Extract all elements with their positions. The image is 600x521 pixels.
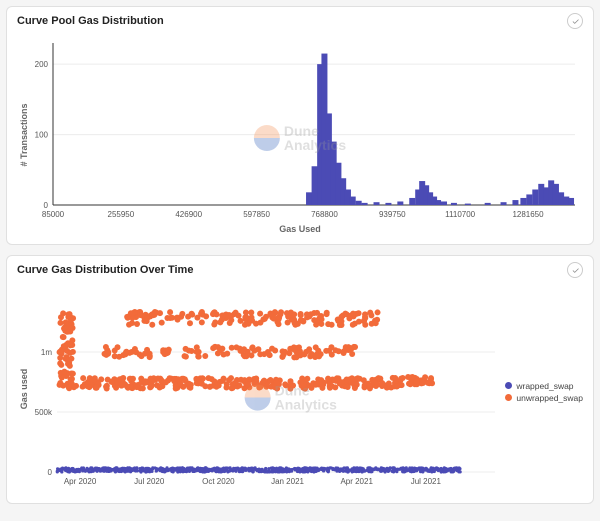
- svg-text:Gas used: Gas used: [19, 369, 29, 410]
- chart-title: Curve Gas Distribution Over Time: [17, 264, 193, 276]
- legend-dot-icon: [505, 382, 512, 389]
- refresh-button[interactable]: [567, 262, 583, 278]
- scatter-svg: 0 500k 1m Apr 2020 Jul 2020 Oct 2020 Jan 2021 A…: [15, 284, 585, 494]
- histogram-panel: Curve Pool Gas Distribution Dune Analyti…: [6, 6, 594, 245]
- legend-item-unwrapped[interactable]: unwrapped_swap: [505, 393, 583, 403]
- svg-text:Jul 2020: Jul 2020: [134, 477, 165, 486]
- svg-text:Apr 2020: Apr 2020: [64, 477, 97, 486]
- svg-text:597850: 597850: [243, 210, 270, 219]
- svg-text:100: 100: [35, 131, 49, 140]
- legend-item-wrapped[interactable]: wrapped_swap: [505, 381, 583, 391]
- legend-label: unwrapped_swap: [516, 393, 583, 403]
- svg-text:939750: 939750: [379, 210, 406, 219]
- refresh-button[interactable]: [567, 13, 583, 29]
- scatter-chart: Dune Analytics wrapped_swap unwrapped_sw…: [7, 280, 593, 503]
- legend-label: wrapped_swap: [516, 381, 573, 391]
- svg-text:426900: 426900: [175, 210, 202, 219]
- histogram-svg: 0 100 200 85000 255950 426900 597850 768800 9397…: [15, 35, 585, 235]
- svg-text:200: 200: [35, 60, 49, 69]
- legend: wrapped_swap unwrapped_swap: [505, 379, 583, 405]
- svg-text:255950: 255950: [108, 210, 135, 219]
- svg-text:Jan 2021: Jan 2021: [271, 477, 304, 486]
- svg-text:0: 0: [44, 201, 49, 210]
- svg-text:500k: 500k: [35, 408, 53, 417]
- histogram-chart: Dune Analytics 0100200850002559504269005…: [7, 31, 593, 244]
- scatter-panel: Curve Gas Distribution Over Time Dune An…: [6, 255, 594, 504]
- chart-title: Curve Pool Gas Distribution: [17, 15, 164, 27]
- panel-header: Curve Gas Distribution Over Time: [7, 256, 593, 280]
- svg-text:# Transactions: # Transactions: [19, 103, 29, 166]
- svg-text:0: 0: [48, 468, 53, 477]
- panel-header: Curve Pool Gas Distribution: [7, 7, 593, 31]
- svg-text:Gas Used: Gas Used: [279, 224, 321, 234]
- svg-text:1281650: 1281650: [512, 210, 544, 219]
- check-circle-icon: [571, 17, 580, 26]
- svg-text:1110700: 1110700: [445, 210, 476, 219]
- svg-text:Oct 2020: Oct 2020: [202, 477, 235, 486]
- svg-text:Jul 2021: Jul 2021: [411, 477, 442, 486]
- check-circle-icon: [571, 266, 580, 275]
- svg-text:1m: 1m: [41, 348, 52, 357]
- svg-text:85000: 85000: [42, 210, 65, 219]
- svg-text:768800: 768800: [311, 210, 338, 219]
- svg-text:Apr 2021: Apr 2021: [340, 477, 373, 486]
- legend-dot-icon: [505, 394, 512, 401]
